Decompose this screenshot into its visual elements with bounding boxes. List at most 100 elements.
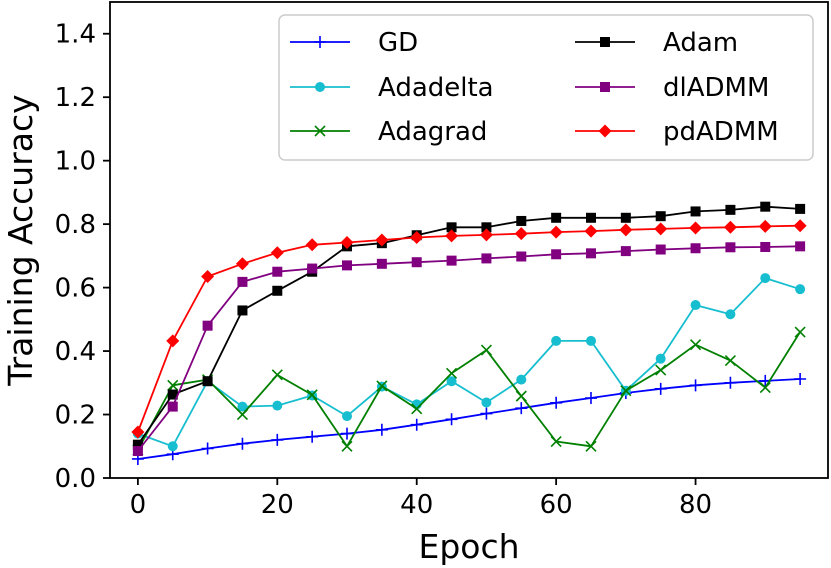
series-adam (132, 201, 806, 450)
data-point-gd (236, 437, 249, 450)
data-point-pdadmm (201, 269, 215, 283)
data-point-adagrad (411, 403, 423, 415)
data-point-adagrad (794, 326, 806, 338)
data-point-adam (760, 201, 771, 212)
data-point-adagrad (689, 339, 702, 351)
legend-item-adam: Adam (575, 28, 738, 58)
series-line-adadelta (137, 277, 801, 448)
series-line-dladmm (137, 245, 801, 452)
y-tick-label: 0.6 (55, 274, 96, 304)
data-point-adadelta (516, 374, 527, 385)
data-point-gd (445, 413, 458, 426)
legend-item-dladmm: dlADMM (575, 73, 769, 103)
data-point-gd (271, 433, 284, 446)
data-point-adam (272, 285, 283, 296)
data-point-dladmm (446, 255, 457, 266)
x-tick-label: 60 (540, 490, 573, 520)
data-point-adagrad (167, 379, 179, 391)
data-point-gd (515, 402, 528, 415)
data-point-adagrad (341, 440, 353, 452)
legend-item-gd: GD (290, 28, 418, 58)
legend-marker-pdadmm (598, 124, 612, 138)
data-point-pdadmm (340, 236, 354, 250)
data-point-dladmm (655, 244, 666, 255)
data-point-pdadmm (793, 219, 807, 233)
data-point-adadelta (585, 335, 596, 346)
data-point-pdadmm (270, 246, 284, 260)
data-point-adadelta (551, 335, 562, 346)
data-point-adam (167, 389, 178, 400)
y-axis-label: Training Accuracy (1, 94, 40, 386)
plot-area-frame (109, 1, 829, 479)
data-point-gd (550, 396, 563, 409)
data-point-dladmm (342, 260, 353, 271)
data-point-dladmm (132, 446, 143, 457)
data-point-pdadmm (654, 222, 668, 236)
data-point-adam (446, 222, 457, 233)
data-point-adagrad (759, 381, 771, 394)
data-point-adam (202, 376, 213, 387)
legend-label-dladmm: dlADMM (663, 73, 769, 103)
data-point-adadelta (481, 397, 492, 408)
data-point-adam (655, 211, 666, 222)
data-point-pdadmm (479, 228, 493, 242)
legend-marker-adam (600, 37, 610, 47)
data-point-gd (689, 379, 702, 392)
y-tick-label: 0.2 (55, 401, 96, 431)
data-point-adam (795, 203, 806, 214)
legend-label-adadelta: Adadelta (378, 73, 494, 103)
data-point-adadelta (760, 273, 771, 284)
data-point-dladmm (237, 276, 248, 287)
series-gd (131, 372, 807, 465)
data-point-dladmm (481, 253, 492, 264)
series-pdadmm (131, 219, 807, 439)
legend-label-adagrad: Adagrad (378, 117, 487, 147)
x-axis-ticks: 0 20 40 60 80 (130, 478, 712, 520)
data-point-pdadmm (689, 221, 703, 235)
y-tick-label: 1.0 (55, 147, 96, 177)
data-point-gd (724, 376, 737, 389)
data-point-pdadmm (410, 230, 424, 244)
data-point-dladmm (272, 266, 283, 277)
data-point-dladmm (411, 257, 422, 268)
data-point-dladmm (376, 258, 387, 269)
data-point-pdadmm (549, 225, 563, 239)
data-point-adadelta (272, 400, 283, 411)
legend-label-gd: GD (378, 28, 418, 58)
data-point-dladmm (725, 242, 736, 253)
data-point-adam (481, 222, 492, 233)
data-point-adagrad (236, 408, 249, 421)
legend-marker-gd (314, 36, 326, 48)
data-point-dladmm (307, 263, 318, 274)
series-layer (131, 201, 807, 465)
data-point-adagrad (550, 435, 562, 448)
data-point-dladmm (202, 320, 213, 331)
y-tick-label: 0.0 (55, 464, 96, 494)
data-point-adadelta (237, 401, 248, 412)
y-tick-label: 1.4 (55, 20, 96, 50)
data-point-dladmm (795, 241, 806, 252)
legend-label-pdadmm: pdADMM (663, 117, 779, 147)
data-point-adam (620, 212, 631, 223)
y-tick-label: 1.2 (55, 83, 96, 113)
legend-frame (278, 14, 814, 161)
data-point-adam (516, 215, 527, 226)
data-point-pdadmm (305, 238, 319, 252)
legend-label-adam: Adam (663, 28, 738, 58)
x-tick-label: 0 (130, 490, 147, 520)
series-dladmm (132, 241, 806, 457)
y-axis-ticks: 0.0 0.2 0.4 0.6 0.8 1.0 1.2 1.4 (55, 20, 110, 494)
data-point-adagrad (585, 440, 597, 452)
data-point-adadelta (690, 300, 701, 311)
data-point-gd (654, 382, 667, 395)
data-point-pdadmm (131, 425, 145, 439)
data-point-adam (585, 212, 596, 223)
data-point-adam (551, 212, 562, 223)
data-point-pdadmm (514, 227, 528, 241)
data-point-pdadmm (723, 220, 737, 234)
series-line-pdadmm (137, 224, 801, 433)
data-point-pdadmm (445, 229, 459, 243)
data-point-dladmm (690, 243, 701, 254)
data-point-gd (480, 407, 493, 420)
data-point-adadelta (342, 411, 353, 422)
